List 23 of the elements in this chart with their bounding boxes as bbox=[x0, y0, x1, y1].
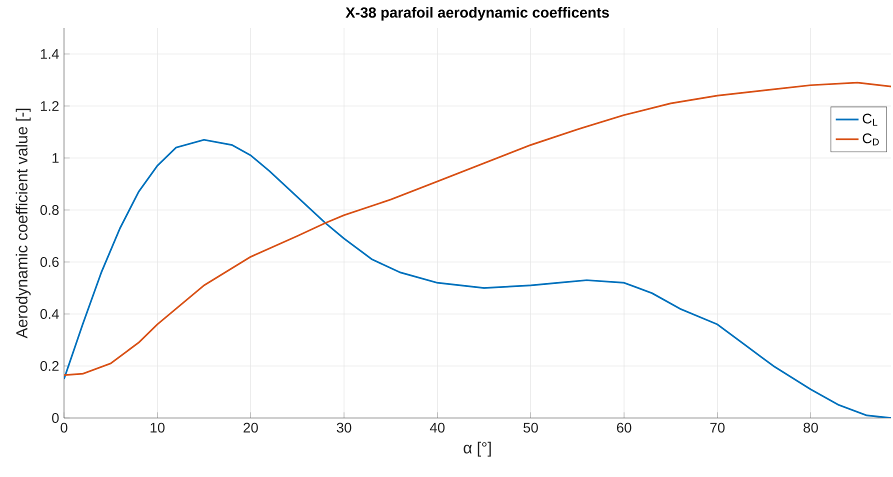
y-tick-label: 1 bbox=[52, 153, 59, 163]
x-axis-title: α [°] bbox=[464, 442, 491, 457]
x-tick-label: 20 bbox=[244, 422, 258, 433]
legend-label: C$_{D}$ bbox=[862, 133, 879, 146]
x-tick-label: 70 bbox=[710, 422, 725, 433]
x-tick-label: 10 bbox=[150, 422, 165, 433]
line-series bbox=[64, 82, 891, 376]
x-tick-label: 0 bbox=[60, 422, 68, 433]
x-tick-label: 60 bbox=[616, 422, 632, 433]
y-tick-label: 0.6 bbox=[40, 257, 59, 267]
chart-title: X-38 parafoil aerodynamic coefficents bbox=[346, 6, 609, 21]
y-tick-label: 0.8 bbox=[40, 205, 59, 215]
y-tick-label: 0 bbox=[52, 413, 59, 423]
legend-label: C$_{L}$ bbox=[862, 114, 878, 126]
y-tick-label: 1.4 bbox=[40, 49, 59, 59]
x-tick-label: 80 bbox=[804, 422, 818, 433]
y-tick-label: 1.2 bbox=[40, 101, 59, 111]
y-axis-title: Aerodynamic coefficient value [-] bbox=[16, 108, 31, 338]
x-tick-label: 40 bbox=[430, 422, 445, 433]
y-tick-label: 0.4 bbox=[40, 309, 59, 319]
x-tick-label: 50 bbox=[523, 422, 538, 433]
y-tick-label: 0.2 bbox=[40, 361, 59, 371]
x-tick-label: 30 bbox=[336, 422, 352, 433]
